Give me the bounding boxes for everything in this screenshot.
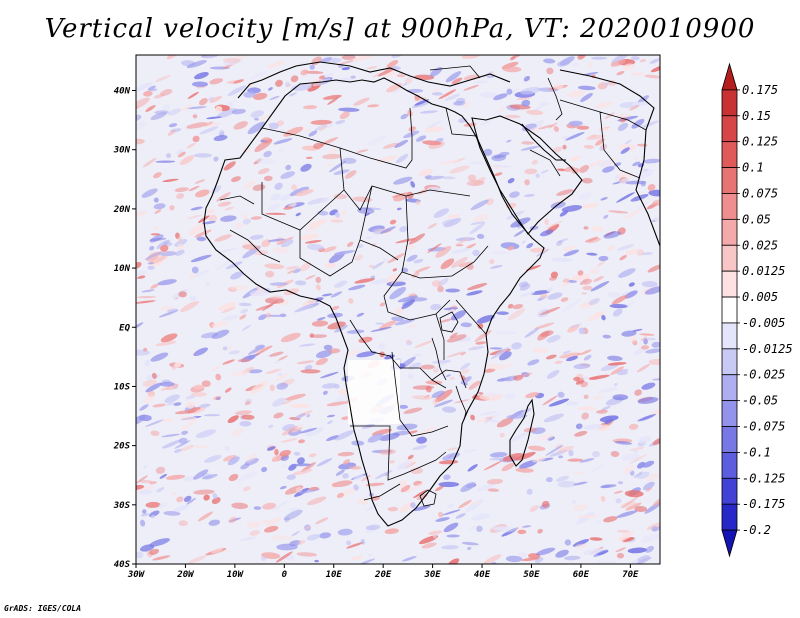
colorbar-swatch xyxy=(721,244,738,272)
lat-tick-label: 30S xyxy=(113,501,131,511)
lon-tick-label: 10E xyxy=(326,570,343,580)
colorbar-label: -0.005 xyxy=(742,316,785,330)
map-title: Vertical velocity [m/s] at 900hPa, VT: 2… xyxy=(44,14,756,44)
colorbar-swatch xyxy=(721,503,738,531)
colorbar-label: -0.125 xyxy=(742,471,785,485)
colorbar-swatch xyxy=(721,426,738,453)
colorbar-label: -0.175 xyxy=(742,497,785,511)
lon-tick-label: 30W xyxy=(127,570,146,580)
longitude-axis: 30W 20W 10W 0 10E 20E 30E 40E 50E 60E 70E xyxy=(127,564,639,580)
lake-victoria xyxy=(439,311,459,333)
colorbar-label: -0.025 xyxy=(742,368,785,382)
lat-tick-label: 10N xyxy=(114,264,131,274)
colorbar-label: -0.2 xyxy=(742,523,771,537)
lat-tick-label: 30N xyxy=(113,146,131,156)
colorbar-swatch xyxy=(721,452,738,479)
coastlines xyxy=(203,61,660,527)
colorbar-label: 0.005 xyxy=(742,290,778,304)
colorbar-label: 0.075 xyxy=(742,186,778,200)
europe-coastline xyxy=(237,61,511,99)
colorbar-swatch xyxy=(721,477,738,505)
country-borders xyxy=(219,65,647,507)
lon-tick-label: 50E xyxy=(523,570,540,580)
colorbar-swatch xyxy=(721,193,738,220)
velocity-field xyxy=(136,55,660,564)
colorbar-swatch xyxy=(721,296,738,324)
colorbar-swatch xyxy=(721,218,738,246)
lon-tick-label: 30E xyxy=(423,570,441,580)
grads-credit: GrADS: IGES/COLA xyxy=(4,604,82,613)
colorbar-label: 0.1 xyxy=(742,161,764,175)
colorbar-swatch xyxy=(721,115,738,143)
colorbar-label: 0.0125 xyxy=(742,264,785,278)
asia-coastline xyxy=(559,69,660,247)
colorbar-swatch xyxy=(721,374,738,402)
plot-frame xyxy=(135,54,661,565)
lat-tick-label: 10S xyxy=(114,382,131,392)
colorbar-swatch xyxy=(721,89,738,117)
colorbar-label: 0.05 xyxy=(742,212,771,226)
colorbar-swatch xyxy=(721,62,738,91)
lat-tick-label: 40S xyxy=(114,560,131,570)
lake-malawi xyxy=(455,385,467,421)
lon-tick-label: 0 xyxy=(282,570,288,580)
madagascar-coastline xyxy=(509,398,535,467)
colorbar-label: 0.15 xyxy=(742,109,771,123)
lon-tick-label: 70E xyxy=(622,570,639,580)
colorbar-swatch xyxy=(721,322,738,350)
colorbar-swatch xyxy=(721,529,738,558)
colorbar-label: -0.05 xyxy=(742,394,778,408)
colorbar: 0.175 0.15 0.125 0.1 0.075 0.05 0.025 0.0125 0.0… xyxy=(721,62,793,558)
colorbar-swatch xyxy=(721,141,738,168)
lat-tick-label: 20N xyxy=(113,205,131,215)
lon-tick-label: 40E xyxy=(474,570,491,580)
colorbar-label: -0.0125 xyxy=(742,342,793,356)
africa-coastline xyxy=(203,77,545,527)
lon-tick-label: 10W xyxy=(227,570,245,580)
lon-tick-label: 20W xyxy=(176,570,195,580)
lat-tick-label: EQ xyxy=(119,323,130,333)
lake-tanganyika xyxy=(431,337,447,381)
caspian-black-sea xyxy=(429,65,563,121)
latitude-axis: 40S 30S 20S 10S EQ 10N 20N 30N 40N xyxy=(113,87,136,570)
colorbar-swatch xyxy=(721,270,738,298)
border-lines xyxy=(219,99,647,501)
colorbar-swatch xyxy=(721,348,738,376)
colorbar-label: -0.1 xyxy=(742,445,771,459)
lon-tick-label: 20E xyxy=(374,570,392,580)
lon-tick-label: 60E xyxy=(573,570,590,580)
arabia-coastline xyxy=(471,115,583,235)
lat-tick-label: 20S xyxy=(113,442,131,452)
colorbar-label: 0.025 xyxy=(742,238,778,252)
lat-tick-label: 40N xyxy=(114,87,131,97)
colorbar-label: -0.075 xyxy=(742,420,785,434)
colorbar-swatch xyxy=(721,400,738,427)
colorbar-swatch xyxy=(721,167,738,194)
colorbar-label: 0.175 xyxy=(742,83,778,97)
lesotho xyxy=(419,489,437,507)
persian-gulf xyxy=(521,123,566,161)
colorbar-label: 0.125 xyxy=(742,135,778,149)
